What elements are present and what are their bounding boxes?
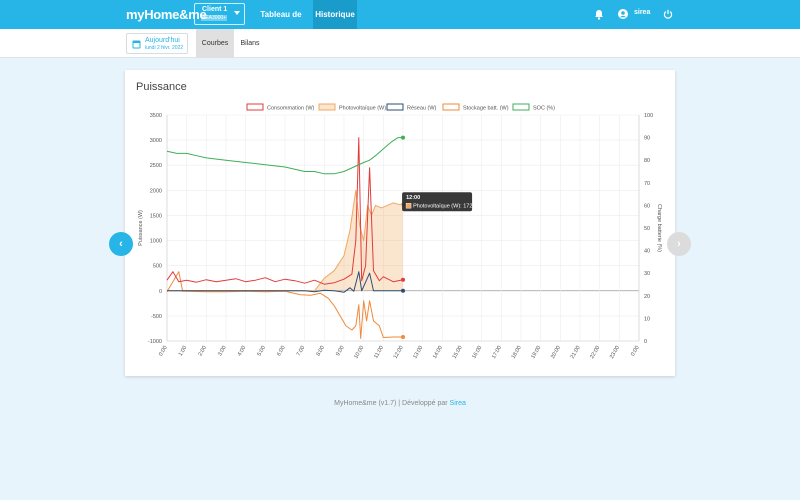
x-tick-label: 21:00 [570,345,582,360]
y2-tick-label: 60 [644,203,650,209]
y2-tick-label: 0 [644,339,647,345]
legend-swatch [512,103,530,111]
tab-courbes[interactable]: Courbes [196,29,234,58]
x-tick-label: 18:00 [511,345,523,360]
client-selector[interactable]: Client 1 AEA3000+ [194,3,245,25]
footer: MyHome&me (v1.7) | Développé par Sirea [0,400,800,407]
legend-swatch [386,103,404,111]
x-tick-label: 22:00 [589,345,601,360]
y-tick-label: -1000 [148,339,162,345]
x-tick-label: 8:00 [316,345,327,357]
series-endpoint [401,277,405,282]
y-tick-label: 1500 [150,213,162,219]
y2-tick-label: 70 [644,181,650,187]
x-tick-label: 3:00 [217,345,228,357]
x-tick-label: 12:00 [393,345,405,360]
y-tick-label: -500 [151,314,162,320]
legend-label: Stockage batt. (W) [463,106,509,112]
legend-swatch [246,103,264,111]
series-line [166,137,403,175]
legend-swatch [318,103,336,111]
footer-link[interactable]: Sirea [449,400,466,407]
series-line [167,189,404,292]
series-line [166,271,403,339]
y2-axis-label: Charge batterie (%) [656,204,662,252]
nav-dashboard[interactable]: Tableau de bord [260,10,302,48]
date-picker-button[interactable]: Aujourd'hui lundi 2 févr. 2022 [126,33,188,54]
tooltip-label: Photovoltaïque (W): 1723 [413,204,475,210]
chevron-down-icon [234,11,240,15]
x-tick-label: 5:00 [257,345,268,357]
y2-tick-label: 90 [644,136,650,142]
series-endpoint [401,334,405,339]
legend-swatch [442,103,460,111]
nav-history[interactable]: Historique [313,0,357,29]
x-tick-label: 4:00 [237,345,248,357]
x-tick-label: 23:00 [609,345,621,360]
x-tick-label: 20:00 [550,345,562,360]
legend-label: Réseau (W) [407,106,437,112]
y-tick-label: 3000 [150,138,162,144]
x-tick-label: 15:00 [452,345,464,360]
legend-label: Photovoltaïque (W) [339,106,386,112]
power-icon[interactable] [663,9,673,19]
legend-label: SOC (%) [533,106,555,112]
y-tick-label: 3500 [150,113,162,119]
legend-label: Consommation (W) [267,106,315,112]
x-tick-label: 19:00 [530,345,542,360]
x-tick-label: 10:00 [353,345,365,360]
x-tick-label: 11:00 [373,345,385,360]
y2-tick-label: 30 [644,271,650,277]
x-tick-label: 1:00 [178,345,189,357]
user-name[interactable]: sirea [634,9,651,16]
series-line [167,271,403,293]
client-id: AEA3000+ [201,15,228,21]
date-value: lundi 2 févr. 2022 [145,45,184,51]
series-area [167,190,403,291]
tooltip-box [402,192,473,212]
x-tick-label: 13:00 [412,345,424,360]
y2-tick-label: 80 [644,158,650,164]
bell-icon[interactable] [594,9,604,20]
x-tick-label: 6:00 [276,345,287,357]
power-chart-card: Puissance -1000 -500 0 500 1000 1500 2000 2500 3… [125,70,675,376]
top-navbar: myHome&me Client 1 AEA3000+ Tableau de b… [0,0,800,48]
power-chart[interactable]: -1000 -500 0 500 1000 1500 2000 2500 3000 3500 0 10… [125,70,675,376]
x-tick-label: 7:00 [296,345,307,357]
y-tick-label: 0 [159,289,162,295]
card-title: Puissance [136,81,187,93]
previous-day-button[interactable]: ‹ [109,232,133,256]
tooltip-swatch [405,203,412,209]
y2-tick-label: 10 [644,316,650,322]
y2-tick-label: 20 [644,294,650,300]
series-line [166,137,404,285]
x-tick-label: 2:00 [198,345,209,357]
date-label: Aujourd'hui [145,37,180,44]
x-tick-label: 9:00 [335,345,346,357]
account-icon[interactable] [618,9,628,19]
next-day-button[interactable]: › [667,232,691,256]
series-endpoint [401,135,405,140]
y2-tick-label: 100 [644,113,653,119]
y-tick-label: 1000 [150,239,162,245]
x-tick-label: 17:00 [491,345,503,360]
y-tick-label: 500 [153,264,162,270]
y-axis-label: Puissance (W) [138,210,144,246]
sub-toolbar: Aujourd'hui lundi 2 févr. 2022 Courbes B… [0,29,800,58]
y-tick-label: 2000 [150,188,162,194]
x-tick-label: 14:00 [432,345,444,360]
x-tick-label: 0:00 [158,345,169,357]
app-logo[interactable]: myHome&me [126,7,207,22]
y-tick-label: 2500 [150,163,162,169]
footer-text: MyHome&me (v1.7) | Développé par [334,400,448,407]
y2-tick-label: 40 [644,249,650,255]
tooltip-time: 12:00 [406,195,420,201]
x-tick-label: 16:00 [471,345,483,360]
calendar-icon [132,40,141,49]
tab-bilans[interactable]: Bilans [240,40,260,47]
client-name: Client 1 [202,6,228,13]
x-tick-label: 0:00 [630,345,641,357]
series-endpoint [401,288,405,293]
y2-tick-label: 50 [644,226,650,232]
